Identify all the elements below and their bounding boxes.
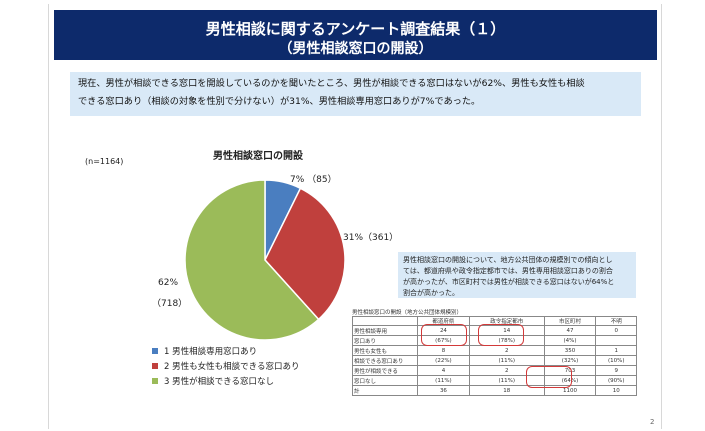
slide-frame	[48, 4, 662, 429]
sample-size-label: (n=1164)	[85, 157, 124, 166]
table-cell: 47	[543, 325, 597, 336]
pie-chart	[184, 179, 346, 341]
legend-label-3: 3 男性が相談できる窓口なし	[164, 376, 274, 387]
note-line-2: ては、都道府県や政令指定都市では、男性専用相談窓口ありの割合	[403, 267, 613, 275]
row-label: 男性も女性も	[352, 345, 418, 356]
slice-label-1: 7% （85）	[290, 175, 337, 185]
summary-line-1: 現在、男性が相談できる窓口を開設しているのかを聞いたところ、男性が相談できる窓口…	[78, 78, 585, 89]
table-cell: (11%)	[468, 355, 545, 366]
table-cell: 9	[595, 365, 637, 376]
legend-swatch-3	[152, 377, 158, 384]
title-banner: 男性相談に関するアンケート調査結果（１） （男性相談窓口の開設）	[54, 10, 657, 60]
row-label: 計	[352, 385, 418, 396]
table-cell: (90%)	[595, 375, 637, 386]
table-cell: (4%)	[543, 335, 597, 346]
table-cell: 8	[417, 345, 470, 356]
table-cell: 0	[595, 325, 637, 336]
page-title: 男性相談に関するアンケート調査結果（１）	[205, 20, 506, 38]
table-cell: 1	[595, 345, 637, 356]
table-cell: 350	[543, 345, 597, 356]
table-cell: (10%)	[595, 355, 637, 366]
page-subtitle: （男性相談窓口の開設）	[278, 41, 433, 57]
legend-swatch-2	[152, 362, 158, 369]
legend-item-2: 2 男性も女性も相談できる窓口あり	[152, 358, 299, 373]
table-row-total: 計 36 18 1100 10	[352, 385, 637, 396]
note-line-1: 男性相談窓口の開設について、地方公共団体の規模別での傾向とし	[403, 256, 613, 264]
table-header-cell: 市区町村	[543, 316, 597, 326]
legend-item-1: 1 男性相談専用窓口あり	[152, 343, 299, 358]
highlight-circle-municipality	[526, 366, 572, 388]
table-caption: 男性相談窓口の開設（地方公共団体規模別）	[352, 310, 463, 316]
row-label: 窓口なし	[352, 375, 418, 386]
table-cell: (32%)	[543, 355, 597, 366]
page-number: 2	[650, 418, 655, 426]
table-header-cell: 不明	[595, 316, 637, 326]
highlight-circle-prefecture	[421, 324, 467, 346]
highlight-circle-designated-city	[478, 324, 524, 346]
pie-slice-3	[184, 179, 320, 341]
row-label: 男性相談専用	[352, 325, 418, 336]
summary-line-2: できる窓口あり（相談の対象を性別で分けない）が31%、男性相談専用窓口ありが7%…	[78, 96, 481, 107]
table-cell	[595, 335, 637, 346]
row-label: 男性が相談できる	[352, 365, 418, 376]
legend-item-3: 3 男性が相談できる窓口なし	[152, 373, 299, 388]
slice-label-3-count: （718）	[152, 299, 188, 309]
chart-title: 男性相談窓口の開設	[213, 151, 303, 162]
table-row: 窓口なし (11%) (11%) (64%) (90%)	[352, 375, 637, 386]
table-cell: 10	[595, 385, 637, 396]
table-row: 男性が相談できる 4 2 703 9	[352, 365, 637, 376]
legend-swatch-1	[152, 347, 158, 354]
table-cell: 4	[417, 365, 470, 376]
summary-box: 現在、男性が相談できる窓口を開設しているのかを聞いたところ、男性が相談できる窓口…	[70, 72, 641, 116]
slice-label-2: 31%（361）	[343, 233, 399, 243]
table-cell: (11%)	[417, 375, 470, 386]
note-box: 男性相談窓口の開設について、地方公共団体の規模別での傾向とし ては、都道府県や政…	[398, 252, 636, 298]
row-label: 窓口あり	[352, 335, 418, 346]
table-row: 相談できる窓口あり (22%) (11%) (32%) (10%)	[352, 355, 637, 366]
table-cell: 2	[468, 345, 545, 356]
legend-label-2: 2 男性も女性も相談できる窓口あり	[164, 361, 300, 372]
chart-legend: 1 男性相談専用窓口あり 2 男性も女性も相談できる窓口あり 3 男性が相談でき…	[152, 343, 299, 388]
table-header-cell	[352, 316, 418, 326]
legend-label-1: 1 男性相談専用窓口あり	[164, 346, 258, 357]
breakdown-table: 都道府県 政令指定都市 市区町村 不明 男性相談専用 24 14 47 0 窓口…	[352, 316, 637, 396]
note-line-3: が高かったが、市区町村では男性が相談できる窓口はないが64%と	[403, 278, 615, 286]
table-row: 男性も女性も 8 2 350 1	[352, 345, 637, 356]
slice-label-3-percent: 62%	[158, 278, 179, 288]
note-line-4: 割合が高かった。	[403, 289, 459, 297]
table-cell: 36	[417, 385, 470, 396]
row-label: 相談できる窓口あり	[352, 355, 418, 366]
pie-slice-2	[264, 187, 346, 321]
table-cell: (22%)	[417, 355, 470, 366]
